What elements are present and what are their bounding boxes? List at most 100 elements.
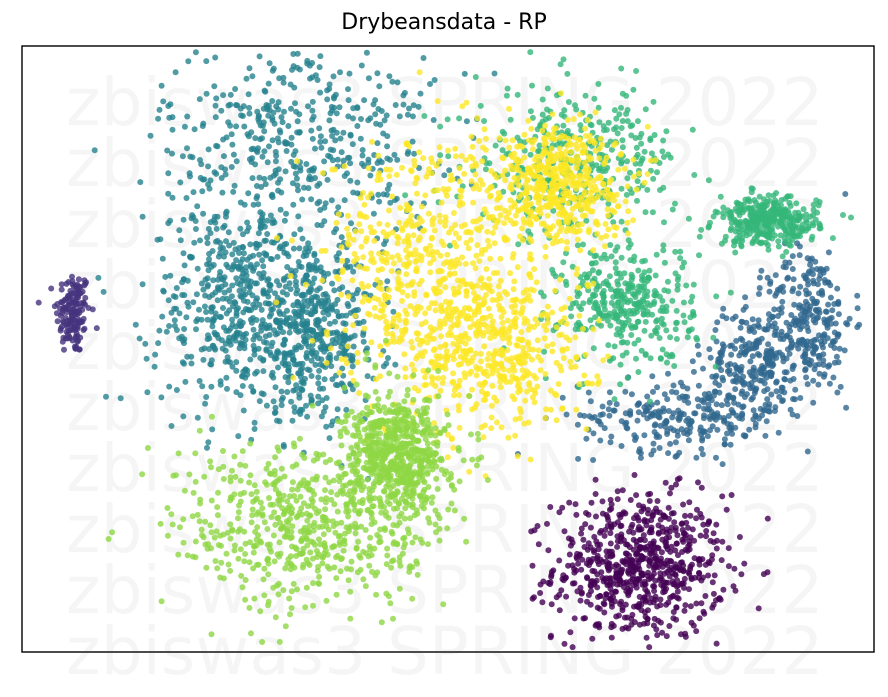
scatter-point (336, 104, 343, 111)
scatter-point (787, 406, 794, 413)
scatter-point (662, 479, 669, 486)
scatter-point (358, 228, 365, 235)
scatter-point (292, 278, 299, 285)
scatter-point (641, 327, 648, 334)
scatter-point (798, 225, 805, 232)
scatter-point (288, 398, 295, 405)
scatter-point (323, 423, 330, 430)
scatter-point (582, 92, 589, 99)
scatter-point (389, 229, 396, 236)
scatter-point (806, 290, 812, 297)
scatter-point (74, 281, 81, 288)
scatter-point (456, 424, 463, 431)
scatter-point (170, 293, 177, 300)
scatter-point (265, 300, 272, 307)
scatter-point (497, 255, 504, 262)
scatter-point (275, 187, 282, 194)
scatter-point (51, 303, 58, 310)
scatter-point (636, 446, 643, 453)
scatter-point (160, 98, 167, 105)
scatter-point (717, 193, 724, 200)
scatter-point (378, 255, 385, 262)
scatter-point (442, 353, 449, 360)
scatter-point (234, 280, 241, 287)
scatter-point (639, 277, 645, 283)
scatter-point (233, 275, 240, 282)
scatter-point (462, 305, 468, 311)
scatter-point (229, 363, 236, 370)
scatter-point (561, 107, 568, 114)
scatter-point (738, 571, 745, 578)
scatter-point (284, 389, 291, 395)
scatter-series-3 (91, 49, 498, 482)
scatter-point (488, 288, 495, 295)
scatter-point (169, 194, 176, 201)
scatter-point (208, 383, 215, 390)
scatter-point (351, 258, 357, 265)
scatter-point (573, 354, 580, 361)
scatter-point (368, 138, 375, 145)
scatter-point (763, 418, 770, 425)
scatter-point (824, 317, 831, 324)
scatter-point (793, 200, 800, 207)
scatter-point (721, 436, 728, 443)
scatter-point (361, 325, 368, 332)
scatter-point (256, 174, 263, 181)
scatter-point (808, 255, 815, 262)
scatter-point (269, 369, 276, 376)
scatter-point (603, 579, 610, 586)
scatter-point (240, 250, 247, 257)
scatter-point (437, 353, 444, 360)
scatter-point (278, 388, 285, 395)
scatter-point (440, 374, 447, 381)
scatter-point (652, 577, 659, 584)
scatter-point (264, 159, 271, 166)
scatter-point (354, 179, 361, 186)
scatter-point (606, 273, 613, 280)
scatter-point (232, 246, 239, 253)
scatter-point (341, 332, 348, 339)
scatter-point (638, 347, 645, 354)
scatter-point (741, 394, 748, 400)
scatter-point (367, 172, 374, 179)
scatter-point (212, 54, 219, 61)
scatter-point (700, 365, 706, 372)
scatter-point (275, 106, 282, 113)
scatter-point (618, 65, 625, 72)
scatter-point (237, 225, 244, 232)
scatter-point (213, 225, 220, 232)
scatter-point (168, 423, 175, 429)
scatter-point (350, 343, 357, 350)
scatter-point (729, 409, 736, 416)
scatter-point (305, 103, 311, 110)
scatter-point (58, 286, 65, 293)
scatter-point (349, 277, 356, 284)
scatter-point (782, 259, 789, 266)
scatter-point (814, 298, 820, 305)
scatter-point (381, 241, 388, 248)
scatter-point (613, 331, 620, 338)
scatter-point (671, 519, 678, 526)
scatter-point (429, 159, 435, 166)
scatter-point (718, 557, 725, 564)
scatter-point (629, 611, 636, 618)
scatter-point (215, 335, 222, 341)
scatter-point (681, 259, 687, 266)
scatter-point (315, 380, 322, 387)
scatter-point (277, 206, 284, 213)
scatter-point (725, 413, 732, 419)
scatter-point (512, 432, 519, 439)
scatter-point (624, 614, 631, 621)
scatter-point (147, 132, 154, 139)
scatter-point (163, 328, 170, 335)
scatter-point (534, 337, 541, 344)
scatter-point (650, 440, 657, 447)
scatter-point (303, 277, 310, 284)
scatter-point (597, 412, 604, 418)
scatter-point (507, 116, 514, 123)
scatter-point (687, 421, 694, 427)
scatter-point (807, 213, 814, 220)
scatter-point (223, 374, 230, 381)
scatter-point (544, 303, 551, 310)
scatter-point (296, 408, 303, 415)
